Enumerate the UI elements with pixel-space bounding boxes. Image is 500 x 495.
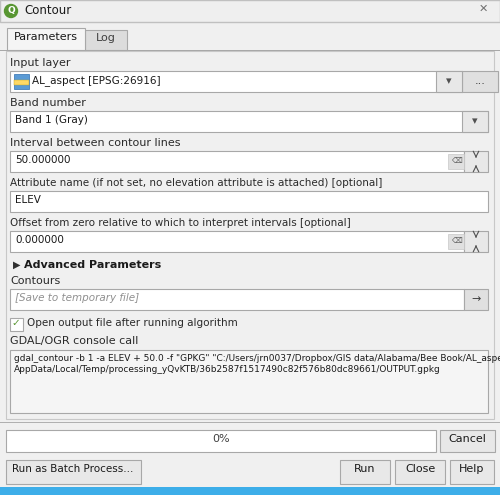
Text: 0.000000: 0.000000 xyxy=(15,235,64,245)
Bar xyxy=(10,318,23,331)
Text: Contours: Contours xyxy=(10,276,60,286)
Bar xyxy=(85,30,127,50)
Bar xyxy=(448,234,464,249)
Bar xyxy=(10,71,462,92)
Text: Offset from zero relative to which to interpret intervals [optional]: Offset from zero relative to which to in… xyxy=(10,218,351,228)
Text: ✕: ✕ xyxy=(478,4,488,14)
Bar xyxy=(340,460,390,484)
Text: Cancel: Cancel xyxy=(448,434,486,444)
Bar xyxy=(0,0,500,22)
Text: AL_aspect [EPSG:26916]: AL_aspect [EPSG:26916] xyxy=(32,75,160,86)
Bar xyxy=(0,22,500,70)
Text: Band 1 (Gray): Band 1 (Gray) xyxy=(15,115,88,125)
Bar xyxy=(14,74,29,89)
Bar xyxy=(395,460,445,484)
Text: GDAL/OGR console call: GDAL/OGR console call xyxy=(10,336,138,346)
Bar xyxy=(448,154,464,169)
Bar xyxy=(6,51,494,419)
Bar xyxy=(440,430,495,452)
Text: Run: Run xyxy=(354,464,376,474)
Bar xyxy=(0,50,500,51)
Bar xyxy=(14,80,29,85)
Text: ELEV: ELEV xyxy=(15,195,41,205)
Bar xyxy=(0,422,500,423)
Text: Open output file after running algorithm: Open output file after running algorithm xyxy=(27,318,238,328)
Bar xyxy=(436,71,462,92)
Text: Q: Q xyxy=(7,6,15,15)
Bar xyxy=(10,151,464,172)
Text: Input layer: Input layer xyxy=(10,58,70,68)
Text: ▾: ▾ xyxy=(446,76,452,86)
Bar xyxy=(450,460,494,484)
Bar xyxy=(7,28,85,50)
Bar xyxy=(464,289,488,310)
Bar xyxy=(464,231,488,252)
Text: [Save to temporary file]: [Save to temporary file] xyxy=(15,293,139,303)
Circle shape xyxy=(4,4,18,17)
Text: ▾: ▾ xyxy=(472,116,478,126)
Text: Log: Log xyxy=(96,33,116,43)
Text: ...: ... xyxy=(474,76,486,86)
Bar xyxy=(10,231,464,252)
Text: Attribute name (if not set, no elevation attribute is attached) [optional]: Attribute name (if not set, no elevation… xyxy=(10,178,382,188)
Bar xyxy=(464,151,488,172)
Text: →: → xyxy=(472,294,480,304)
Text: ✓: ✓ xyxy=(11,318,20,328)
Text: Help: Help xyxy=(460,464,484,474)
Bar xyxy=(462,111,488,132)
Bar xyxy=(6,430,436,452)
Bar xyxy=(10,289,464,310)
Bar xyxy=(462,71,498,92)
Text: 50.000000: 50.000000 xyxy=(15,155,70,165)
Text: Advanced Parameters: Advanced Parameters xyxy=(24,260,161,270)
Text: ⌫: ⌫ xyxy=(450,236,462,245)
Text: 0%: 0% xyxy=(212,434,230,444)
Text: Band number: Band number xyxy=(10,98,86,108)
Bar xyxy=(10,191,488,212)
Text: Interval between contour lines: Interval between contour lines xyxy=(10,138,180,148)
Bar xyxy=(0,487,500,495)
Text: Close: Close xyxy=(405,464,435,474)
Text: AppData/Local/Temp/processing_yQvKTB/36b2587f1517490c82f576b80dc89661/OUTPUT.gpk: AppData/Local/Temp/processing_yQvKTB/36b… xyxy=(14,365,441,374)
Text: Parameters: Parameters xyxy=(14,32,78,42)
Bar xyxy=(10,111,488,132)
Text: ▶: ▶ xyxy=(13,260,20,270)
Bar xyxy=(6,460,141,484)
Text: ⌫: ⌫ xyxy=(450,156,462,165)
Bar xyxy=(10,350,488,413)
Text: gdal_contour -b 1 -a ELEV + 50.0 -f "GPKG" "C:/Users/jrn0037/Dropbox/GIS data/Al: gdal_contour -b 1 -a ELEV + 50.0 -f "GPK… xyxy=(14,354,500,363)
Text: Contour: Contour xyxy=(24,4,72,17)
Text: Run as Batch Process...: Run as Batch Process... xyxy=(12,464,134,474)
